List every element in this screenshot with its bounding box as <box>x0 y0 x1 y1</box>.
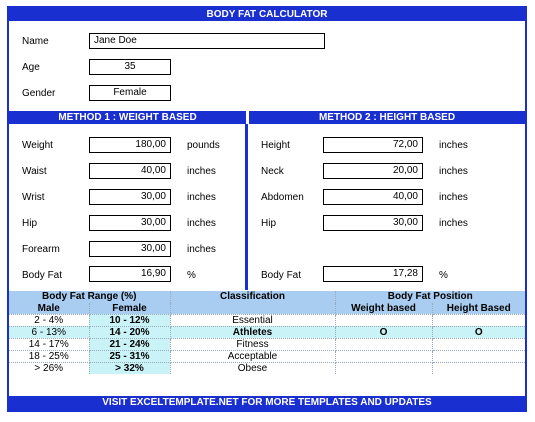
neck-unit: inches <box>439 166 468 177</box>
abdomen-label: Abdomen <box>261 192 304 203</box>
wrist-field[interactable]: 30,00 <box>89 189 171 205</box>
classification: Fitness <box>170 338 336 351</box>
range-header: Body Fat Range (%) <box>9 291 171 303</box>
hip-label: Hip <box>22 218 38 229</box>
method-divider <box>245 124 248 290</box>
male-range: 18 - 25% <box>9 350 90 363</box>
forearm-field[interactable]: 30,00 <box>89 241 171 257</box>
weight-position: O <box>335 326 433 339</box>
classification: Acceptable <box>170 350 336 363</box>
calculator-frame <box>7 6 527 412</box>
method1-header: METHOD 1 : WEIGHT BASED <box>9 111 246 124</box>
male-range: 14 - 17% <box>9 338 90 351</box>
male-range: 6 - 13% <box>9 326 90 339</box>
female-range: 25 - 31% <box>89 350 171 363</box>
bodyfat2-unit: % <box>439 270 448 281</box>
female-range: 21 - 24% <box>89 338 171 351</box>
title-bar: BODY FAT CALCULATOR <box>9 8 525 21</box>
weight-label: Weight <box>22 140 53 151</box>
waist-unit: inches <box>187 166 216 177</box>
footer-link[interactable]: VISIT EXCELTEMPLATE.NET FOR MORE TEMPLAT… <box>102 397 432 408</box>
bodyfat2-label: Body Fat <box>261 270 302 281</box>
table-subheader-row: Male Female Weight based Height Based <box>9 302 525 315</box>
weight-position <box>335 362 433 374</box>
hip-field[interactable]: 30,00 <box>89 215 171 231</box>
weight-field[interactable]: 180,00 <box>89 137 171 153</box>
height-position <box>432 362 525 374</box>
bodyfat1-value: 16,90 <box>89 266 171 282</box>
female-header: Female <box>89 302 171 315</box>
age-label: Age <box>22 62 40 73</box>
forearm-label: Forearm <box>22 244 60 255</box>
classification-header: Classification <box>170 291 336 303</box>
bodyfat1-unit: % <box>187 270 196 281</box>
height-field[interactable]: 72,00 <box>323 137 423 153</box>
classification: Obese <box>170 362 336 374</box>
abdomen-field[interactable]: 40,00 <box>323 189 423 205</box>
weight-unit: pounds <box>187 140 220 151</box>
method2-title: METHOD 2 : HEIGHT BASED <box>318 112 456 123</box>
forearm-unit: inches <box>187 244 216 255</box>
weight-position <box>335 350 433 363</box>
table-row: 6 - 13% 14 - 20% Athletes O O <box>9 326 525 339</box>
female-range: > 32% <box>89 362 171 374</box>
footer-bar: VISIT EXCELTEMPLATE.NET FOR MORE TEMPLAT… <box>9 396 525 410</box>
hip2-label: Hip <box>261 218 277 229</box>
waist-label: Waist <box>22 166 47 177</box>
abdomen-unit: inches <box>439 192 468 203</box>
table-row: 18 - 25% 25 - 31% Acceptable <box>9 350 525 363</box>
height-position: O <box>432 326 525 339</box>
height-position <box>432 350 525 363</box>
classification-subheader <box>170 302 336 315</box>
gender-field[interactable]: Female <box>89 85 171 101</box>
hip-unit: inches <box>187 218 216 229</box>
female-range: 14 - 20% <box>89 326 171 339</box>
table-row: 2 - 4% 10 - 12% Essential <box>9 314 525 327</box>
weight-position <box>335 338 433 351</box>
height-unit: inches <box>439 140 468 151</box>
male-header: Male <box>9 302 90 315</box>
page-title: BODY FAT CALCULATOR <box>206 9 328 20</box>
wrist-label: Wrist <box>22 192 45 203</box>
height-based-header: Height Based <box>432 302 525 315</box>
hip2-field[interactable]: 30,00 <box>323 215 423 231</box>
height-position <box>432 338 525 351</box>
table-header-row: Body Fat Range (%) Classification Body F… <box>9 291 525 303</box>
weight-position <box>335 314 433 327</box>
classification: Athletes <box>170 326 336 339</box>
female-range: 10 - 12% <box>89 314 171 327</box>
wrist-unit: inches <box>187 192 216 203</box>
male-range: 2 - 4% <box>9 314 90 327</box>
height-label: Height <box>261 140 290 151</box>
name-label: Name <box>22 36 49 47</box>
height-position <box>432 314 525 327</box>
classification: Essential <box>170 314 336 327</box>
neck-field[interactable]: 20,00 <box>323 163 423 179</box>
name-field[interactable]: Jane Doe <box>89 33 325 49</box>
weight-based-header: Weight based <box>335 302 433 315</box>
table-row: 14 - 17% 21 - 24% Fitness <box>9 338 525 351</box>
neck-label: Neck <box>261 166 284 177</box>
hip2-unit: inches <box>439 218 468 229</box>
body-fat-range-table: Body Fat Range (%) Classification Body F… <box>9 291 525 374</box>
male-range: > 26% <box>9 362 90 374</box>
method2-header: METHOD 2 : HEIGHT BASED <box>249 111 525 124</box>
bodyfat2-value: 17,28 <box>323 266 423 282</box>
method1-title: METHOD 1 : WEIGHT BASED <box>58 112 197 123</box>
bodyfat1-label: Body Fat <box>22 270 63 281</box>
age-field[interactable]: 35 <box>89 59 171 75</box>
waist-field[interactable]: 40,00 <box>89 163 171 179</box>
table-row: > 26% > 32% Obese <box>9 362 525 374</box>
position-header: Body Fat Position <box>335 291 525 303</box>
gender-label: Gender <box>22 88 56 99</box>
